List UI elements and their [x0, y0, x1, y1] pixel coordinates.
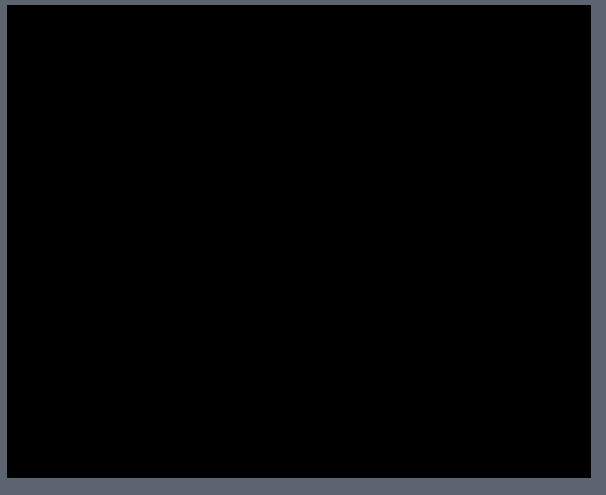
chart-panel	[7, 5, 591, 478]
